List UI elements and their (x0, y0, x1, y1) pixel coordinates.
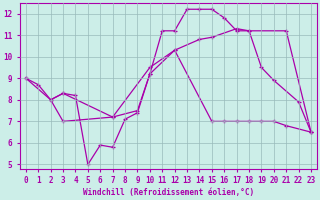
X-axis label: Windchill (Refroidissement éolien,°C): Windchill (Refroidissement éolien,°C) (83, 188, 254, 197)
